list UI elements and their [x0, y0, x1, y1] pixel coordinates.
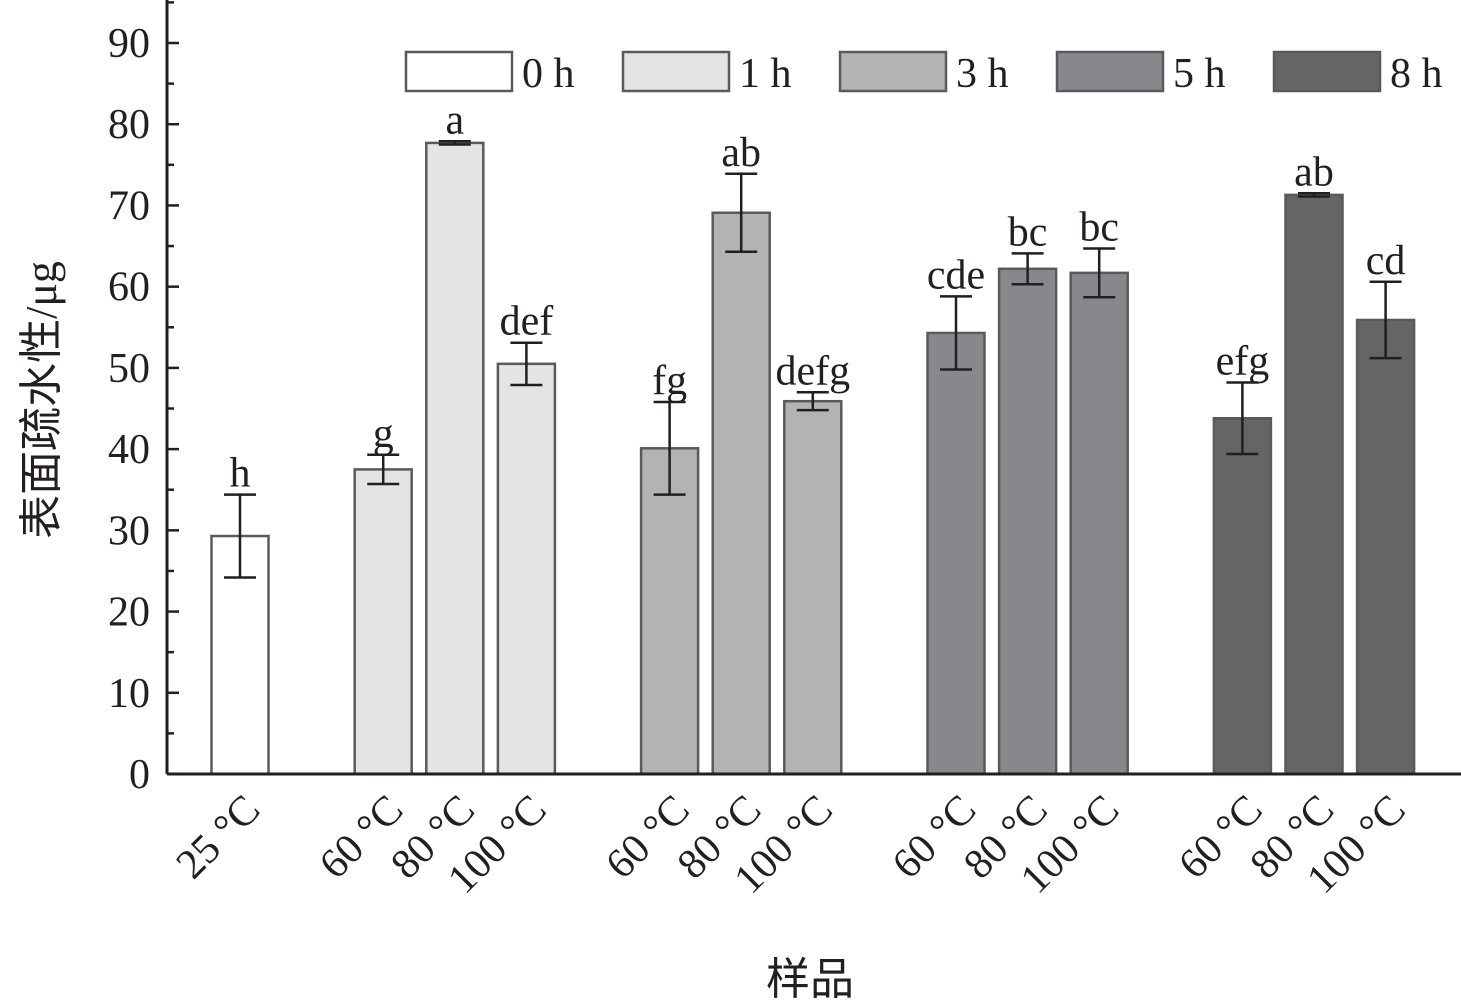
y-tick-label: 70	[108, 183, 150, 229]
y-tick-label: 30	[108, 508, 150, 554]
bar	[997, 267, 1058, 776]
significance-label: cde	[927, 252, 985, 298]
significance-label: cd	[1366, 238, 1406, 284]
significance-label: bc	[1008, 209, 1048, 255]
x-tick-label: 60 °C	[884, 787, 985, 888]
significance-label: a	[445, 97, 464, 143]
legend-label: 8 h	[1390, 51, 1443, 97]
significance-label: def	[500, 299, 554, 345]
legend-swatch	[1055, 50, 1165, 93]
axes-layer: 0 10 20 30 40 50 60 70 80 90	[108, 0, 1461, 798]
significance-label: ab	[721, 130, 761, 176]
y-tick-label: 50	[108, 346, 150, 392]
bar	[711, 211, 771, 776]
significance-label: ab	[1294, 149, 1334, 195]
bar	[639, 447, 700, 776]
legend: 0 h 1 h 3 h 5 h 8 h	[404, 50, 1443, 97]
legend-label: 1 h	[739, 51, 792, 97]
bar	[425, 141, 485, 776]
significance-label: fg	[652, 358, 687, 404]
x-axis-label: 样品	[766, 955, 854, 1003]
y-tick-label: 0	[129, 752, 150, 798]
significance-label: bc	[1079, 204, 1119, 250]
y-tick-label: 40	[108, 427, 150, 473]
legend-swatch	[1272, 50, 1382, 93]
bar	[1069, 271, 1129, 776]
y-tick-label: 80	[108, 102, 150, 148]
x-tick-label: 60 °C	[1170, 787, 1271, 888]
legend-swatch	[404, 50, 514, 93]
significance-label: defg	[775, 348, 850, 394]
y-axis-label: 表面疏水性/μg	[17, 261, 66, 539]
bar	[1212, 416, 1273, 776]
y-tick-label: 60	[108, 265, 150, 311]
significance-label: h	[230, 451, 251, 497]
x-tick-label: 25 °C	[168, 787, 269, 888]
bar	[353, 468, 413, 776]
bar	[783, 399, 843, 776]
legend-swatch	[838, 50, 948, 93]
x-tick-label: 60 °C	[311, 787, 412, 888]
legend-label: 0 h	[522, 51, 575, 97]
significance-label: g	[373, 411, 394, 457]
y-tick-label: 10	[108, 671, 150, 717]
legend-label: 5 h	[1173, 51, 1226, 97]
significance-label: efg	[1216, 339, 1270, 385]
bar	[1284, 193, 1344, 776]
bar	[496, 362, 557, 776]
legend-swatch	[621, 50, 731, 93]
y-tick-label: 20	[108, 590, 150, 636]
bar	[926, 331, 986, 776]
y-tick-label: 90	[108, 21, 150, 67]
bar	[1355, 318, 1416, 776]
x-tick-label: 60 °C	[597, 787, 698, 888]
legend-label: 3 h	[956, 51, 1009, 97]
